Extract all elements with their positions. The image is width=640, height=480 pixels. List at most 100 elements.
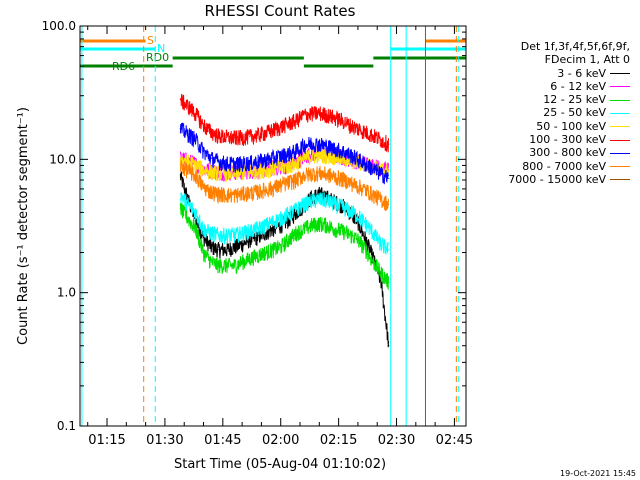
data-point bbox=[264, 189, 266, 191]
data-point bbox=[202, 228, 205, 230]
data-point bbox=[202, 251, 205, 254]
data-point bbox=[303, 114, 305, 116]
legend-entry: 7000 - 15000 keV bbox=[480, 173, 630, 186]
data-point bbox=[210, 131, 212, 133]
data-point bbox=[233, 163, 235, 165]
vertical-markers bbox=[81, 26, 459, 426]
legend-header-2: FDecim 1, Att 0 bbox=[544, 53, 630, 67]
flag-label-s: S bbox=[147, 34, 154, 47]
data-point bbox=[318, 198, 320, 201]
data-point bbox=[256, 170, 259, 172]
legend-swatch bbox=[610, 179, 630, 181]
data-point bbox=[256, 134, 259, 136]
data-point bbox=[241, 136, 243, 139]
data-point bbox=[372, 135, 374, 137]
legend-entry-label: 50 - 100 keV bbox=[536, 119, 606, 133]
data-point bbox=[226, 264, 228, 267]
data-point bbox=[303, 228, 305, 230]
data-point bbox=[179, 164, 181, 167]
flag-label-rd6: RD6 bbox=[112, 60, 135, 73]
data-point bbox=[295, 232, 297, 234]
series-12-25-kev bbox=[179, 202, 390, 291]
series-line bbox=[179, 192, 389, 255]
x-tick-label: 02:30 bbox=[378, 433, 415, 448]
legend-swatch bbox=[610, 99, 630, 101]
data-point bbox=[388, 345, 390, 347]
data-point bbox=[233, 137, 235, 139]
legend-swatch bbox=[610, 166, 630, 168]
data-point bbox=[349, 210, 351, 212]
legend-swatch bbox=[610, 126, 630, 128]
data-point bbox=[264, 224, 266, 226]
data-point bbox=[195, 164, 197, 167]
data-point bbox=[380, 272, 382, 274]
data-point bbox=[210, 191, 212, 193]
data-point bbox=[341, 178, 344, 180]
data-point bbox=[233, 234, 235, 236]
data-point bbox=[226, 234, 228, 236]
legend-entry: 50 - 100 keV bbox=[480, 120, 630, 133]
data-point bbox=[187, 170, 189, 172]
legend-entry: 12 - 25 keV bbox=[480, 93, 630, 106]
data-point bbox=[311, 155, 313, 157]
data-point bbox=[326, 114, 328, 116]
data-point bbox=[287, 153, 290, 155]
data-point bbox=[256, 161, 259, 163]
data-point bbox=[241, 193, 243, 195]
data-point bbox=[295, 208, 297, 211]
legend-entry-label: 3 - 6 keV bbox=[557, 66, 606, 80]
data-point bbox=[218, 172, 220, 174]
data-point bbox=[303, 144, 305, 146]
legend-entry-label: 300 - 800 keV bbox=[529, 146, 606, 160]
data-point bbox=[202, 186, 205, 188]
data-point bbox=[272, 157, 274, 159]
data-point bbox=[226, 194, 228, 196]
legend-entries: 3 - 6 keV 6 - 12 keV 12 - 25 keV 25 - 50 ke… bbox=[480, 67, 630, 187]
data-point bbox=[365, 222, 367, 225]
data-point bbox=[326, 200, 328, 202]
series-100-300-kev bbox=[179, 93, 390, 153]
series-line bbox=[179, 93, 389, 153]
y-tick-label: 10.0 bbox=[49, 152, 76, 166]
data-point bbox=[334, 203, 336, 205]
data-point bbox=[349, 124, 351, 126]
data-point bbox=[341, 158, 344, 160]
data-point bbox=[349, 181, 351, 184]
data-point bbox=[195, 139, 197, 141]
legend: Det 1f,3f,4f,5f,6f,9f, FDecim 1, Att 0 3… bbox=[480, 40, 630, 186]
data-point bbox=[365, 239, 367, 241]
axes: 0.1 1.0 10.0 100.0 01:15 01:30 01:45 02:00 02:15… bbox=[42, 19, 474, 448]
data-point bbox=[380, 198, 382, 201]
legend-entry-label: 6 - 12 keV bbox=[550, 79, 606, 93]
flag-label-n: N bbox=[157, 42, 165, 55]
data-point bbox=[303, 203, 305, 205]
legend-swatch bbox=[610, 139, 630, 141]
data-point bbox=[357, 239, 359, 241]
y-axis-label: Count Rate (s⁻¹ detector segment⁻¹) bbox=[16, 107, 31, 345]
data-point bbox=[280, 217, 282, 220]
data-point bbox=[264, 169, 266, 171]
data-point bbox=[372, 232, 374, 234]
series-line bbox=[179, 158, 389, 211]
x-axis-label: Start Time (05-Aug-04 01:10:02) bbox=[174, 457, 386, 472]
data-point bbox=[249, 136, 251, 138]
data-point bbox=[295, 211, 297, 213]
data-point bbox=[226, 249, 228, 251]
data-point bbox=[226, 172, 228, 174]
data-point bbox=[210, 232, 212, 234]
data-point bbox=[249, 258, 251, 260]
data-point bbox=[372, 168, 374, 170]
series-25-50-kev bbox=[179, 192, 390, 255]
data-point bbox=[341, 150, 344, 152]
data-point bbox=[357, 128, 359, 130]
data-point bbox=[280, 184, 282, 186]
data-point bbox=[341, 206, 344, 208]
data-point bbox=[210, 261, 212, 263]
data-point bbox=[233, 194, 235, 196]
data-point bbox=[241, 171, 243, 173]
legend-swatch bbox=[610, 112, 630, 114]
data-point bbox=[256, 191, 259, 193]
data-point bbox=[311, 200, 313, 202]
data-point bbox=[280, 166, 282, 168]
legend-entry: 800 - 7000 keV bbox=[480, 160, 630, 173]
